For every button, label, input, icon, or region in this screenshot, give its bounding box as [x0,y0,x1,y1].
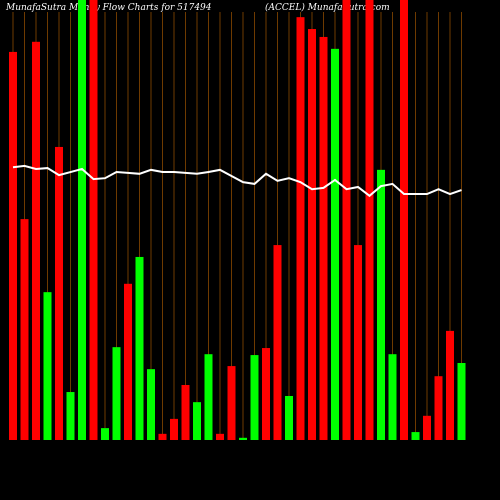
bar [135,256,144,440]
bar [342,0,351,440]
bar [227,366,236,440]
bar [377,169,385,440]
bar [170,418,178,440]
bar [216,433,224,440]
bar [354,245,362,440]
chart-title: MunafaSutra Money Flow Charts for 517494 [5,3,212,13]
bar [112,347,121,440]
bar [181,385,190,440]
bar [32,41,40,441]
bar [400,0,408,440]
bar [55,146,63,440]
bar [446,330,454,440]
bar [434,376,443,440]
bar [158,433,167,440]
bar [147,369,155,440]
bar [273,245,282,440]
plot [9,0,466,441]
bar [101,428,109,440]
bar [388,354,397,440]
bar [239,437,247,440]
bar [262,348,270,440]
bar [319,36,328,441]
bar [457,363,466,440]
bar [193,402,201,440]
bar [204,354,213,440]
bar [331,48,339,441]
bar [423,415,431,440]
chart-subtitle: (ACCEL) MunafaSutra.com [265,2,390,13]
bar [250,355,259,440]
bar [285,396,293,440]
bar [124,283,132,440]
bar [66,392,75,440]
flow-line [12,164,462,198]
bar [308,29,316,440]
bar [296,17,305,440]
bar [365,0,374,440]
bar [43,292,52,440]
bar [78,0,86,440]
bar [20,219,29,440]
bar [9,51,17,441]
bar [89,0,98,440]
bar [411,432,420,440]
